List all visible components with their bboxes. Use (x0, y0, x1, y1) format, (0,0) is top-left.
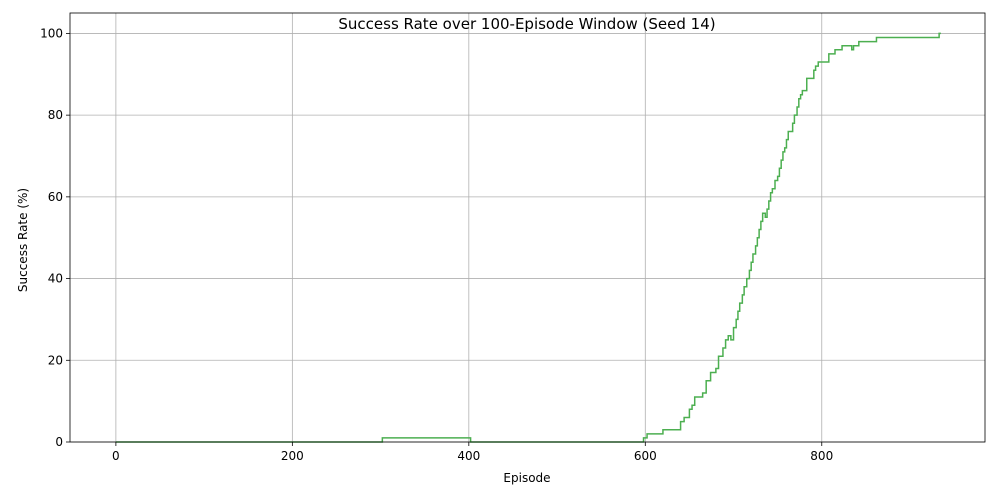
y-tick-label: 100 (40, 26, 63, 40)
success-rate-series-line (115, 32, 941, 443)
tick-layer: 0 200 400 600 800 0 20 40 60 80 100 (40, 26, 833, 463)
plot-frame (69, 12, 986, 443)
x-tick-label: 0 (112, 449, 120, 463)
chart-title: Success Rate over 100-Episode Window (Se… (338, 15, 715, 33)
y-tick-label: 20 (48, 353, 63, 367)
x-tick-label: 200 (281, 449, 304, 463)
x-tick-label: 400 (457, 449, 480, 463)
x-axis-title: Episode (503, 471, 550, 485)
x-tick-label: 800 (810, 449, 833, 463)
grid-layer (70, 13, 985, 443)
y-tick-label: 40 (48, 272, 63, 286)
x-tick-label: 600 (634, 449, 657, 463)
series-layer (115, 32, 941, 443)
y-tick-label: 80 (48, 108, 63, 122)
y-axis-title: Success Rate (%) (16, 188, 30, 292)
y-tick-label: 60 (48, 190, 63, 204)
y-tick-label: 0 (55, 435, 63, 449)
